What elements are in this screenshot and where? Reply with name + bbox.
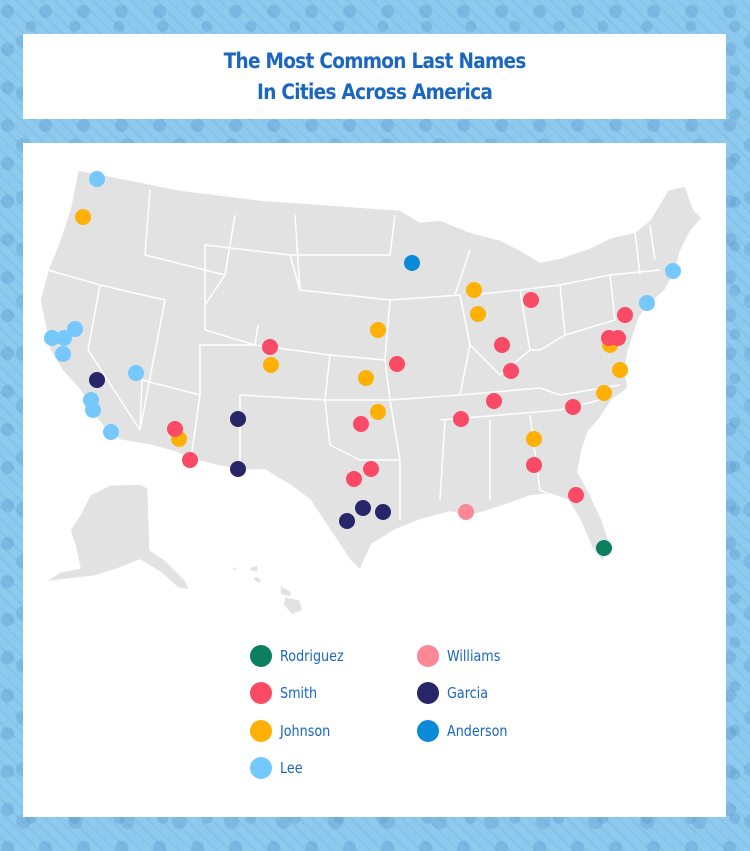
- city-dot-smith: [182, 452, 198, 468]
- city-dot-smith: [363, 461, 379, 477]
- legend-label: Johnson: [280, 722, 331, 740]
- legend-label: Lee: [280, 759, 303, 777]
- legend-label: Smith: [280, 684, 318, 702]
- legend-item-garcia: Garcia: [417, 682, 495, 704]
- anderson-dot-icon: [417, 720, 439, 742]
- garcia-dot-icon: [417, 682, 439, 704]
- city-dot-smith: [494, 337, 510, 353]
- city-dot-johnson: [612, 362, 628, 378]
- legend-item-johnson: Johnson: [250, 720, 339, 742]
- city-dot-garcia: [230, 461, 246, 477]
- city-dot-lee: [103, 424, 119, 440]
- city-dot-johnson: [358, 370, 374, 386]
- legend-item-rodriguez: Rodriguez: [250, 645, 355, 667]
- city-dot-garcia: [375, 504, 391, 520]
- us-map: [39, 169, 703, 616]
- city-dot-lee: [639, 295, 655, 311]
- city-dot-lee: [665, 263, 681, 279]
- city-dot-johnson: [470, 306, 486, 322]
- city-dot-garcia: [339, 513, 355, 529]
- city-dot-smith: [568, 487, 584, 503]
- title-line-1: The Most Common Last Names: [223, 48, 526, 73]
- legend-label: Anderson: [447, 722, 508, 740]
- city-dot-smith: [346, 471, 362, 487]
- city-dot-smith: [565, 399, 581, 415]
- city-dot-smith: [526, 457, 542, 473]
- title-line-2: In Cities Across America: [256, 79, 493, 104]
- city-dot-smith: [503, 363, 519, 379]
- city-dot-smith: [389, 356, 405, 372]
- legend-label: Williams: [447, 647, 501, 665]
- city-dot-johnson: [263, 357, 279, 373]
- city-dot-smith: [610, 330, 626, 346]
- city-dot-smith: [262, 339, 278, 355]
- legend-label: Rodriguez: [280, 647, 344, 665]
- legend-item-smith: Smith: [250, 682, 324, 704]
- legend-label: Garcia: [447, 684, 489, 702]
- city-dot-smith: [617, 307, 633, 323]
- williams-dot-icon: [417, 645, 439, 667]
- city-dot-williams: [458, 504, 474, 520]
- city-dot-smith: [523, 292, 539, 308]
- city-dot-lee: [55, 346, 71, 362]
- city-dot-anderson: [404, 255, 420, 271]
- legend: Rodriguez Smith Johnson Lee Williams Gar…: [23, 143, 726, 817]
- city-dot-garcia: [230, 411, 246, 427]
- city-dot-johnson: [526, 431, 542, 447]
- city-dot-rodriguez: [596, 540, 612, 556]
- city-dot-lee: [128, 365, 144, 381]
- title-card: The Most Common Last Names In Cities Acr…: [23, 34, 726, 119]
- lee-dot-icon: [250, 757, 272, 779]
- alaska-shape: [44, 483, 191, 591]
- city-dot-smith: [486, 393, 502, 409]
- smith-dot-icon: [250, 682, 272, 704]
- city-dot-smith: [167, 421, 183, 437]
- city-dot-johnson: [596, 385, 612, 401]
- city-dot-lee: [67, 321, 83, 337]
- city-dot-smith: [453, 411, 469, 427]
- city-dot-johnson: [75, 209, 91, 225]
- rodriguez-dot-icon: [250, 645, 272, 667]
- legend-item-williams: Williams: [417, 645, 510, 667]
- johnson-dot-icon: [250, 720, 272, 742]
- city-dot-garcia: [89, 372, 105, 388]
- city-dot-smith: [353, 416, 369, 432]
- city-dot-johnson: [370, 322, 386, 338]
- city-dot-johnson: [370, 404, 386, 420]
- city-dot-lee: [85, 402, 101, 418]
- city-dot-garcia: [355, 500, 371, 516]
- city-dot-lee: [89, 171, 105, 187]
- legend-item-anderson: Anderson: [417, 720, 518, 742]
- city-dot-johnson: [466, 282, 482, 298]
- map-card: Rodriguez Smith Johnson Lee Williams Gar…: [23, 143, 726, 817]
- legend-item-lee: Lee: [250, 757, 307, 779]
- hawaii-shape: [229, 564, 304, 616]
